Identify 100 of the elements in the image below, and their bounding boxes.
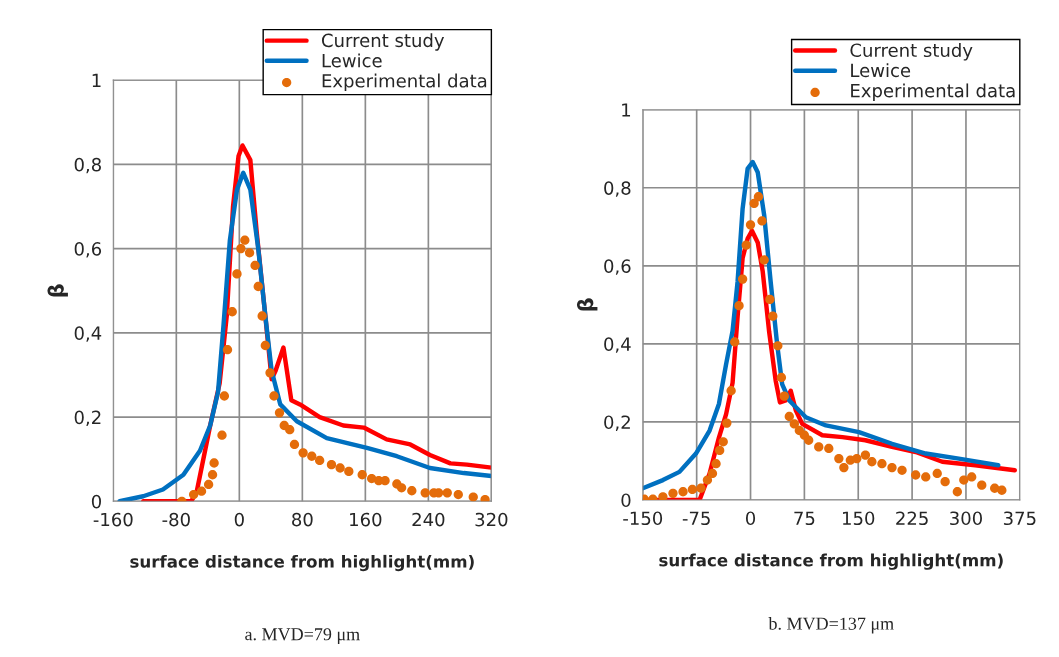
point [765, 294, 775, 305]
point [867, 457, 877, 467]
y-tick-label: 0 [621, 493, 631, 508]
y-tick-label: 0,6 [604, 259, 631, 275]
point [897, 465, 907, 475]
point [779, 391, 789, 401]
x-tick-label: 150 [843, 511, 875, 526]
point [253, 281, 263, 292]
y-tick-label: 0,4 [74, 326, 102, 342]
point [967, 472, 977, 482]
point [911, 470, 921, 480]
point [668, 488, 678, 498]
point [839, 462, 849, 473]
point [269, 391, 279, 401]
point [860, 450, 871, 460]
y-tick-label: 0,8 [604, 181, 631, 197]
point [315, 455, 325, 466]
point [232, 269, 242, 279]
point [921, 472, 931, 482]
point [959, 475, 969, 485]
point [726, 386, 736, 396]
point [749, 198, 759, 209]
x-tick-label: 160 [350, 512, 382, 527]
point [834, 453, 844, 464]
point [326, 459, 337, 470]
point [707, 468, 718, 479]
point [367, 473, 377, 484]
point [753, 192, 764, 202]
point [420, 488, 430, 498]
y-tick-label: 0,2 [604, 415, 630, 431]
legend-label: Experimental data [322, 73, 487, 92]
point [932, 468, 942, 479]
x-tick-label: 80 [292, 512, 313, 527]
x-tick-label: -75 [682, 511, 710, 526]
point [714, 445, 725, 456]
point [442, 488, 452, 498]
point [768, 311, 778, 321]
point [207, 470, 218, 480]
point [335, 463, 345, 473]
point [298, 448, 308, 458]
point [741, 240, 751, 250]
point [702, 475, 713, 485]
point [265, 368, 275, 378]
point [257, 311, 267, 321]
legend-label: Lewice [322, 53, 382, 68]
legend-label: Experimental data [851, 83, 1015, 101]
x-tick-label: 0 [234, 512, 244, 527]
point [940, 476, 950, 487]
point [804, 435, 814, 445]
x-tick-label: 75 [794, 511, 815, 526]
x-axis-title: surface distance from highlight(mm) [659, 553, 1003, 570]
y-axis-title: β [47, 284, 68, 297]
point [734, 300, 744, 311]
text: a. MVD=79 μm [245, 628, 360, 645]
point [722, 418, 732, 428]
line-series [642, 159, 1001, 491]
y-tick-label: 0,6 [74, 242, 102, 258]
point [219, 391, 230, 401]
y-tick-label: 1 [622, 103, 631, 117]
point [407, 486, 417, 496]
point [209, 458, 219, 468]
text: b. MVD=137 μm [768, 617, 894, 634]
point [222, 345, 233, 355]
point [759, 255, 769, 265]
legend-label: Current study [321, 33, 445, 51]
x-axis-title: surface distance from highlight(mm) [130, 554, 474, 572]
y-tick-label: 0,2 [74, 410, 101, 427]
point [824, 443, 834, 454]
x-tick-label: -150 [623, 511, 663, 526]
point [773, 341, 783, 351]
point [227, 307, 237, 317]
point [776, 372, 787, 383]
x-tick-label: 320 [475, 512, 508, 527]
point [274, 408, 285, 418]
point [240, 235, 250, 245]
point [453, 489, 463, 500]
x-tick-label: -80 [162, 512, 190, 527]
point [188, 489, 199, 500]
point [357, 470, 367, 480]
point [887, 462, 897, 473]
legend-label: Lewice [851, 63, 911, 78]
legend-label: Current study [850, 43, 973, 61]
point [285, 425, 295, 435]
point [814, 442, 824, 452]
y-tick-label: 0,4 [604, 337, 631, 353]
point [260, 340, 270, 351]
point [217, 430, 227, 440]
point [730, 337, 740, 347]
point [711, 459, 721, 469]
point [480, 494, 490, 502]
point [244, 248, 255, 258]
point [977, 480, 987, 490]
point [289, 439, 300, 450]
point [852, 453, 862, 464]
y-tick-label: 0 [91, 494, 101, 509]
point [468, 492, 478, 502]
point [696, 483, 706, 493]
x-tick-label: 225 [896, 511, 928, 526]
point [658, 492, 668, 500]
point [344, 466, 354, 477]
